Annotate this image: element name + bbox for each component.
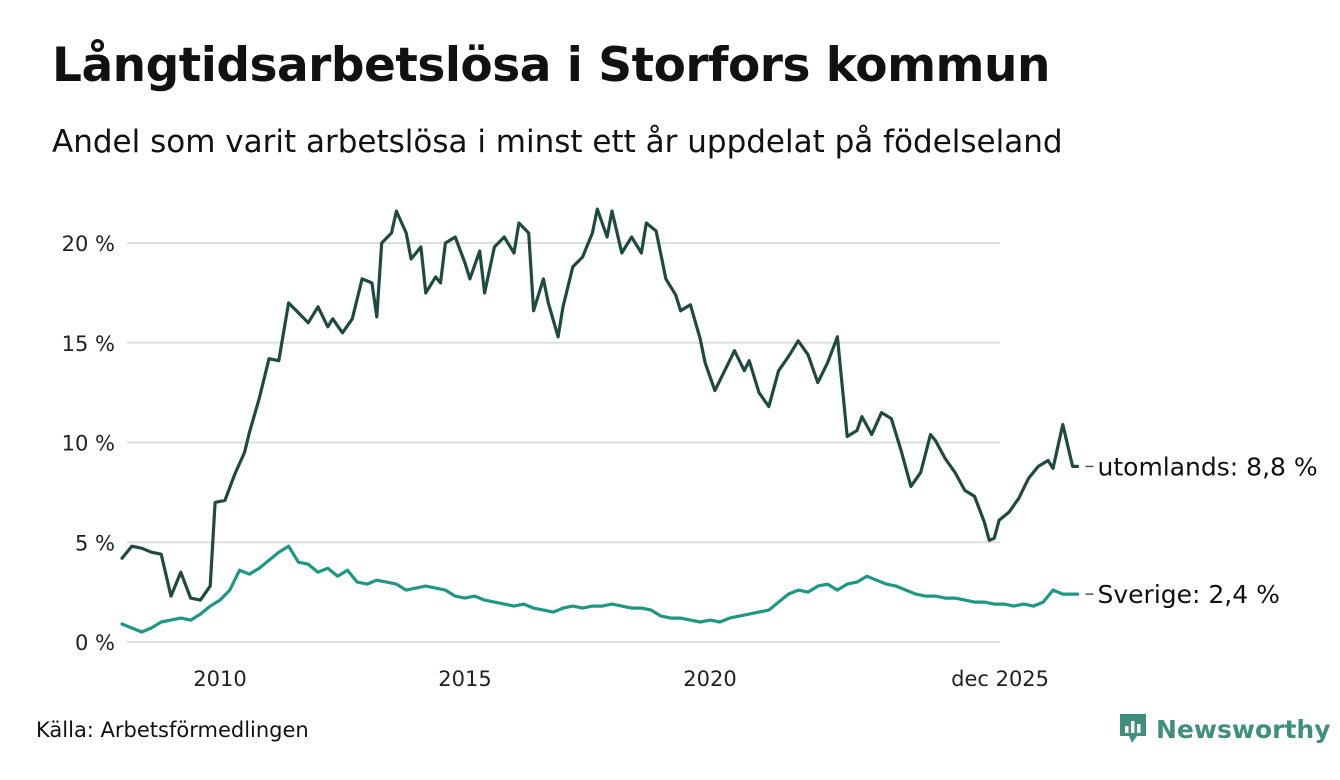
brand-logo[interactable]: Newsworthy: [1118, 712, 1331, 746]
x-axis-ticks: 2010 2015 2020 dec 2025: [193, 667, 1049, 691]
brand-name: Newsworthy: [1156, 714, 1331, 744]
series-lines: [120, 207, 1080, 634]
series-line-utomlands: [120, 207, 1080, 602]
end-labels: utomlands: 8,8 % Sverige: 2,4 %: [1085, 452, 1318, 609]
end-label-sverige: Sverige: 2,4 %: [1098, 580, 1280, 609]
end-label-utomlands: utomlands: 8,8 %: [1098, 452, 1318, 481]
newsworthy-logo-icon: [1120, 714, 1146, 743]
x-tick-label: dec 2025: [951, 667, 1049, 691]
y-tick-label: 5 %: [75, 531, 115, 555]
series-line-sverige: [120, 544, 1080, 634]
x-tick-label: 2020: [683, 667, 736, 691]
y-tick-label: 0 %: [75, 631, 115, 655]
y-axis-ticks: 0 % 5 % 10 % 15 % 20 %: [62, 232, 115, 655]
grid-lines: [127, 242, 1000, 643]
y-tick-label: 20 %: [62, 232, 115, 256]
chart-title: Långtidsarbetslösa i Storfors kommun: [52, 38, 1050, 93]
y-tick-label: 15 %: [62, 332, 115, 356]
x-tick-label: 2010: [193, 667, 246, 691]
chart-subtitle: Andel som varit arbetslösa i minst ett å…: [52, 124, 1063, 160]
x-tick-label: 2015: [438, 667, 491, 691]
y-tick-label: 10 %: [62, 432, 115, 456]
source-note: Källa: Arbetsförmedlingen: [36, 718, 309, 742]
